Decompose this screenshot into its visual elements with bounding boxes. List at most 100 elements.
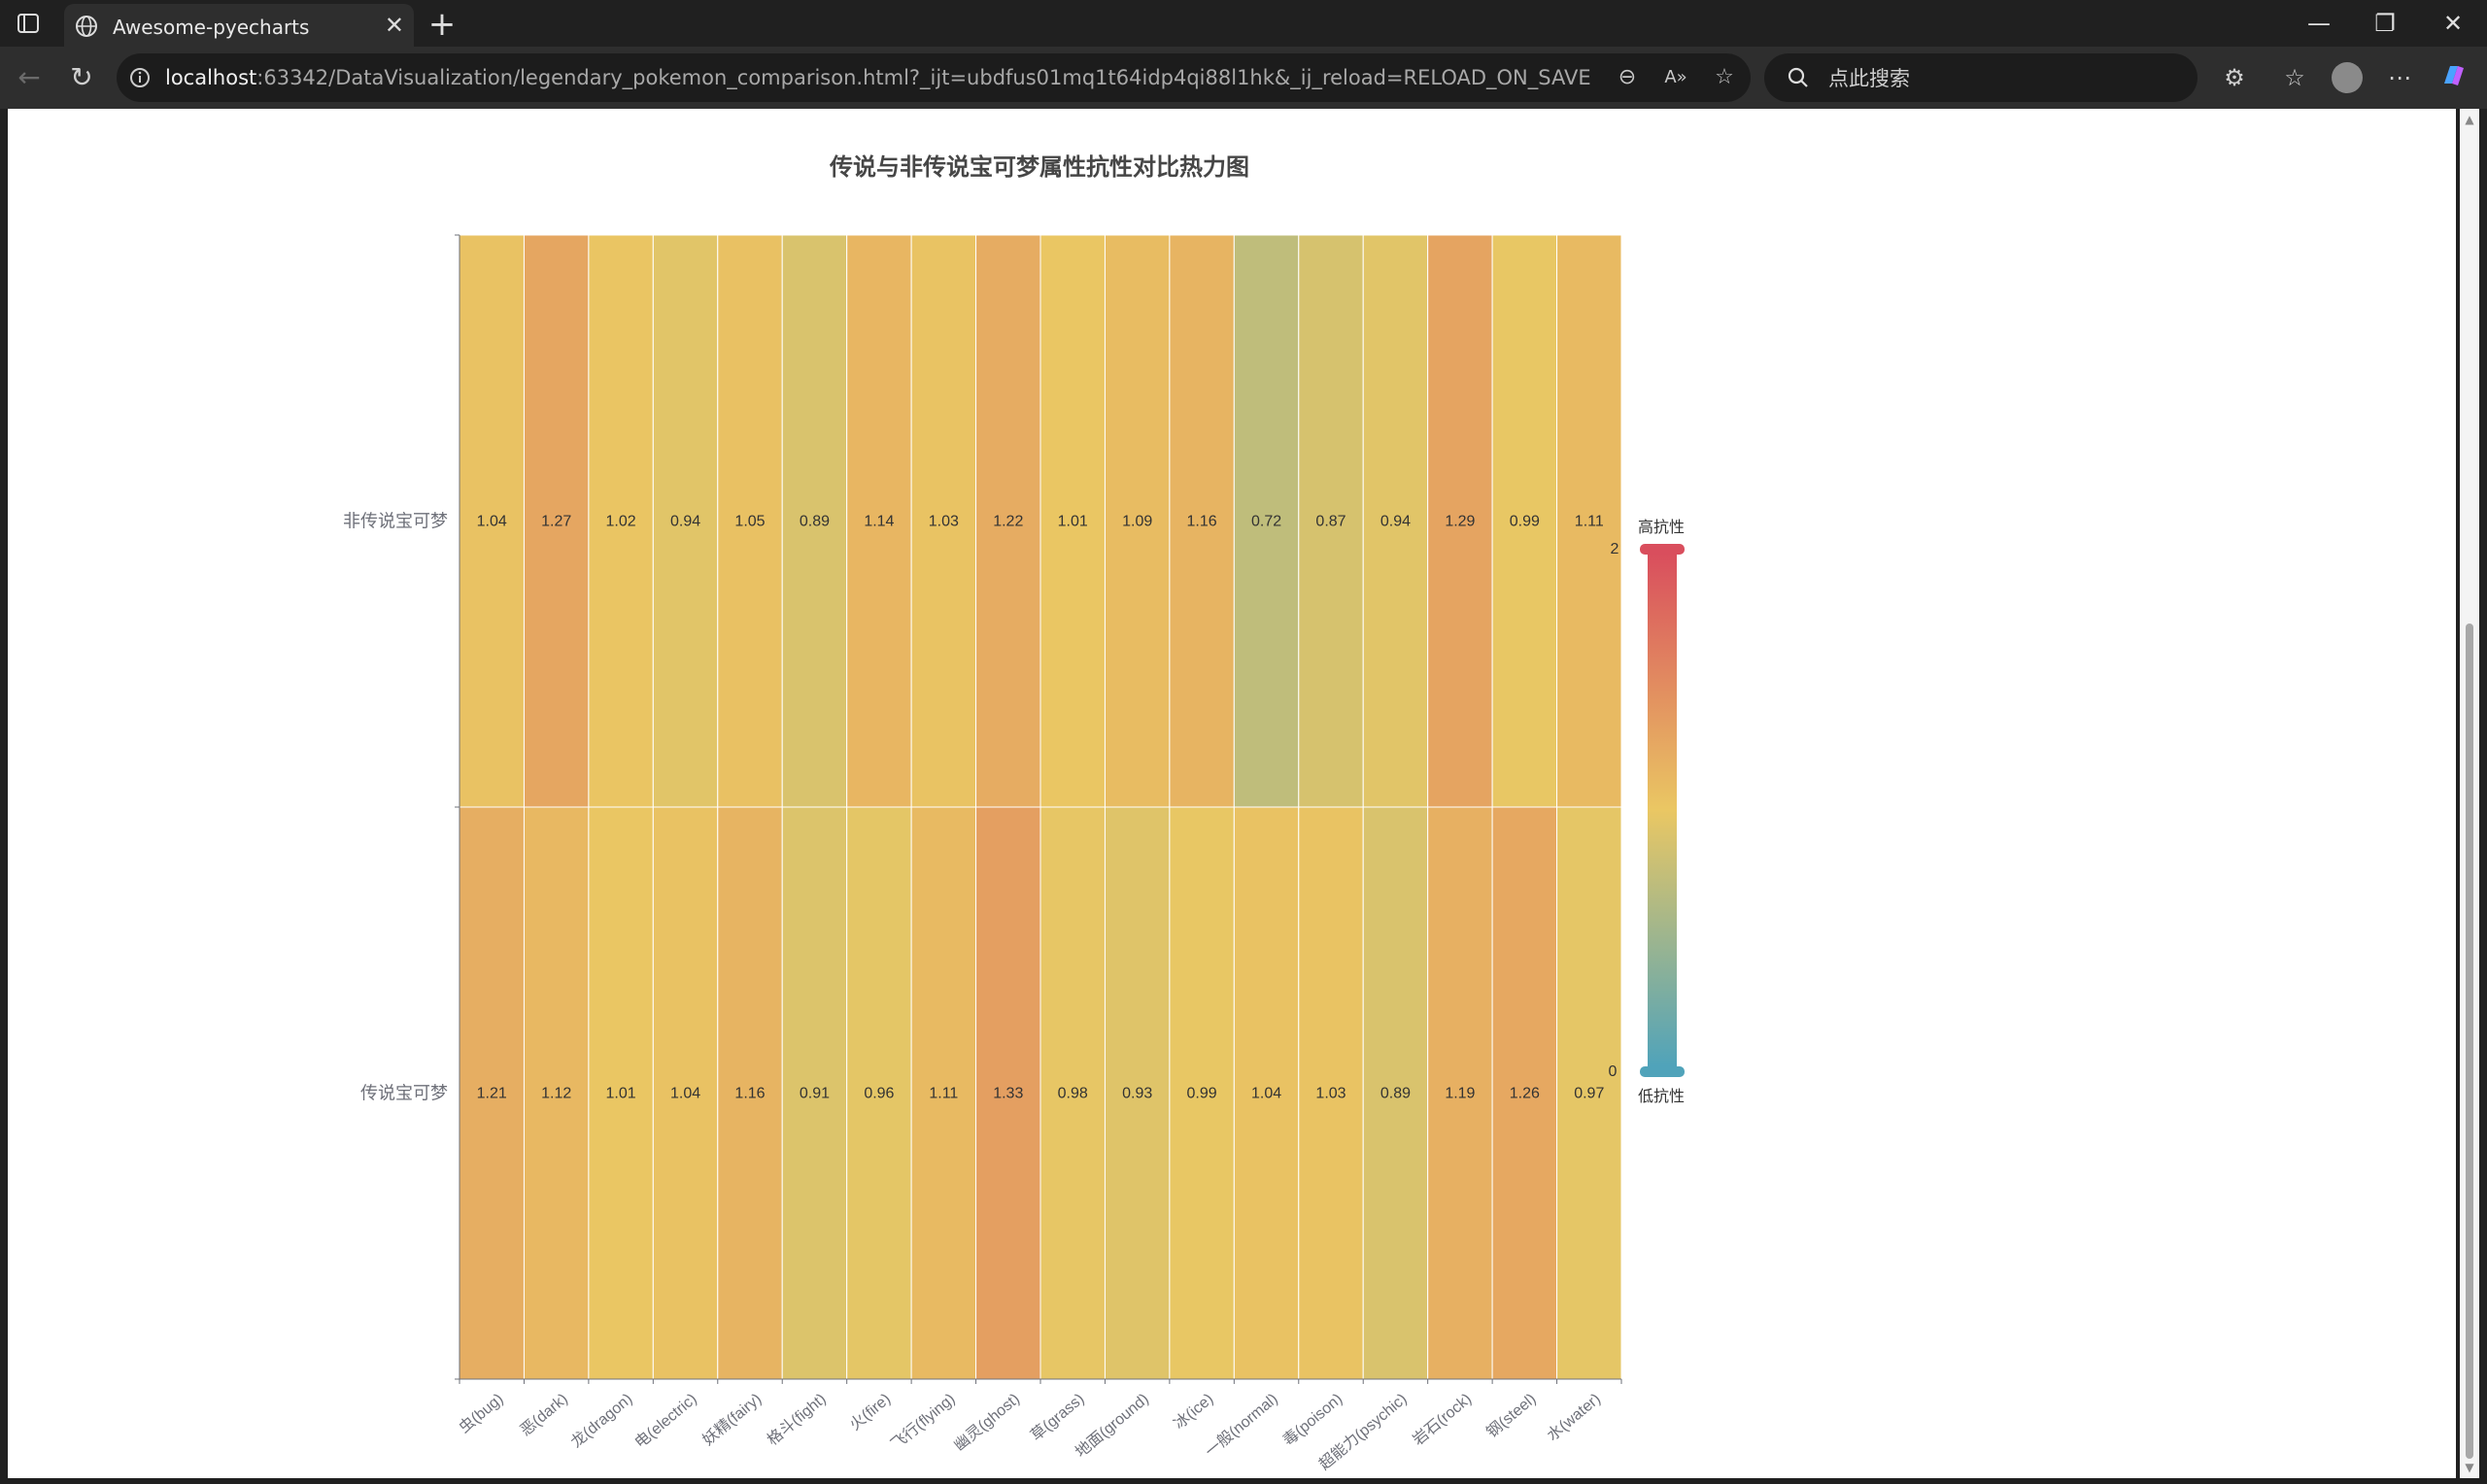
cell-value-label: 0.94 — [670, 514, 700, 530]
heatmap-cell[interactable] — [459, 806, 525, 1380]
cell-value-label: 1.14 — [864, 514, 894, 530]
heatmap-cell[interactable] — [1104, 234, 1171, 808]
favorite-star-icon[interactable]: ☆ — [1715, 65, 1734, 89]
scroll-up-icon[interactable]: ▲ — [2465, 113, 2474, 126]
heatmap-cell[interactable] — [1169, 806, 1235, 1380]
heatmap-cell[interactable] — [652, 806, 719, 1380]
cell-value-label: 1.04 — [670, 1086, 700, 1102]
visual-map[interactable]: 高抗性 2 0 低抗性 — [1609, 519, 1685, 1105]
heatmap-cell[interactable] — [588, 806, 654, 1380]
cell-value-label: 1.19 — [1445, 1086, 1475, 1102]
cell-value-label: 0.93 — [1122, 1086, 1152, 1102]
cell-value-label: 1.33 — [993, 1086, 1023, 1102]
active-tab[interactable]: Awesome-pyecharts ✕ — [64, 4, 414, 47]
heatmap-cell[interactable] — [717, 234, 783, 808]
cell-value-label: 1.11 — [929, 1086, 958, 1102]
x-axis-label: 火(fire) — [847, 1391, 894, 1433]
visual-map-bar — [1648, 554, 1677, 1066]
new-tab-icon[interactable]: + — [427, 5, 457, 44]
x-axis-label: 草(grass) — [1028, 1390, 1088, 1444]
heatmap-cell[interactable] — [781, 234, 848, 808]
scroll-down-icon[interactable]: ▼ — [2465, 1461, 2474, 1474]
tab-actions-icon[interactable] — [16, 12, 41, 35]
more-menu-icon[interactable]: ⋯ — [2388, 64, 2411, 91]
heatmap-cell[interactable] — [588, 234, 654, 808]
heatmap-cell[interactable] — [1362, 234, 1429, 808]
cell-value-label: 1.04 — [477, 514, 507, 530]
visual-map-top-handle[interactable] — [1640, 544, 1685, 555]
heatmap-cell[interactable] — [781, 806, 848, 1380]
heatmap-cell[interactable] — [846, 234, 912, 808]
heatmap-cell[interactable] — [1169, 234, 1235, 808]
heatmap-cell[interactable] — [1362, 806, 1429, 1380]
cell-value-label: 1.03 — [1315, 1086, 1346, 1102]
extensions-icon[interactable]: ⚙ — [2224, 64, 2245, 91]
cell-value-label: 1.01 — [1058, 514, 1088, 530]
visual-map-bottom-handle[interactable] — [1640, 1066, 1685, 1077]
x-axis-label: 虫(bug) — [456, 1390, 506, 1436]
cell-value-label: 0.94 — [1380, 514, 1411, 530]
refresh-icon[interactable]: ↻ — [70, 61, 93, 93]
heatmap-cell[interactable] — [1039, 806, 1106, 1380]
heatmap-cell[interactable] — [523, 234, 590, 808]
x-axis-label: 格斗(fight) — [764, 1390, 829, 1449]
heatmap-cell[interactable] — [1491, 234, 1558, 808]
heatmap-cell[interactable] — [846, 806, 912, 1380]
heatmap-cells: 1.04 1.27 1.02 0.94 1.05 0.89 1.14 1.03 1.22 1.01… — [459, 234, 1622, 1380]
heatmap-cell[interactable] — [1039, 234, 1106, 808]
scroll-thumb[interactable] — [2466, 624, 2473, 1459]
heatmap-cell[interactable] — [1427, 806, 1493, 1380]
visual-map-high-text: 高抗性 — [1638, 519, 1685, 536]
cell-value-label: 1.16 — [734, 1086, 765, 1102]
cell-value-label: 1.05 — [734, 514, 765, 530]
back-icon[interactable]: ← — [17, 61, 41, 93]
search-input[interactable] — [1826, 63, 2180, 94]
heatmap-cell[interactable] — [717, 806, 783, 1380]
heatmap-cell[interactable] — [1556, 806, 1622, 1380]
cell-value-label: 1.22 — [993, 514, 1023, 530]
heatmap-cell[interactable] — [1233, 234, 1300, 808]
heatmap-cell[interactable] — [975, 234, 1041, 808]
heatmap-cell[interactable] — [1427, 234, 1493, 808]
heatmap-cell[interactable] — [1298, 234, 1364, 808]
copilot-icon[interactable] — [2436, 60, 2471, 95]
close-tab-icon[interactable]: ✕ — [384, 12, 404, 39]
chart-title: 传说与非传说宝可梦属性抗性对比热力图 — [829, 153, 1249, 181]
cell-value-label: 1.01 — [606, 1086, 636, 1102]
x-axis-label: 龙(dragon) — [567, 1390, 635, 1451]
address-bar[interactable]: localhost:63342/DataVisualization/legend… — [117, 53, 1751, 102]
cell-value-label: 1.11 — [1575, 514, 1604, 530]
heatmap-cell[interactable] — [1233, 806, 1300, 1380]
x-axis-label: 幽灵(ghost) — [951, 1390, 1023, 1454]
zoom-icon[interactable]: ⊖ — [1618, 65, 1637, 89]
x-axis-label: 妖精(fairy) — [699, 1390, 765, 1449]
tab-title: Awesome-pyecharts — [113, 16, 310, 39]
visual-map-min-label: 0 — [1609, 1063, 1618, 1080]
x-axis-label: 钢(steel) — [1483, 1390, 1540, 1441]
y-axis-label: 非传说宝可梦 — [343, 512, 448, 531]
cell-value-label: 1.09 — [1122, 514, 1152, 530]
heatmap-cell[interactable] — [910, 234, 977, 808]
cell-value-label: 1.21 — [477, 1086, 507, 1102]
site-info-icon[interactable] — [128, 66, 152, 89]
cell-value-label: 0.98 — [1058, 1086, 1088, 1102]
heatmap-cell[interactable] — [652, 234, 719, 808]
restore-icon[interactable]: ❐ — [2374, 10, 2396, 37]
read-aloud-icon[interactable]: A» — [1664, 67, 1687, 87]
cell-value-label: 1.16 — [1187, 514, 1217, 530]
vertical-scrollbar[interactable]: ▲ ▼ — [2460, 109, 2479, 1478]
search-box[interactable] — [1764, 53, 2197, 102]
heatmap-cell[interactable] — [523, 806, 590, 1380]
x-axis-label: 毒(poison) — [1279, 1390, 1346, 1449]
x-axis-labels: 虫(bug) 恶(dark)龙(dragon)电(electric) 妖精(fair… — [456, 1378, 1622, 1473]
close-window-icon[interactable]: ✕ — [2442, 10, 2464, 37]
minimize-icon[interactable]: — — [2307, 10, 2331, 37]
cell-value-label: 1.02 — [606, 514, 636, 530]
heatmap-cell[interactable] — [1298, 806, 1364, 1380]
cell-value-label: 0.89 — [800, 514, 830, 530]
heatmap-cell[interactable] — [1556, 234, 1622, 808]
cell-value-label: 1.29 — [1445, 514, 1475, 530]
favorites-icon[interactable]: ☆ — [2284, 64, 2305, 91]
profile-avatar[interactable] — [2332, 62, 2363, 93]
cell-value-label: 0.99 — [1510, 514, 1540, 530]
